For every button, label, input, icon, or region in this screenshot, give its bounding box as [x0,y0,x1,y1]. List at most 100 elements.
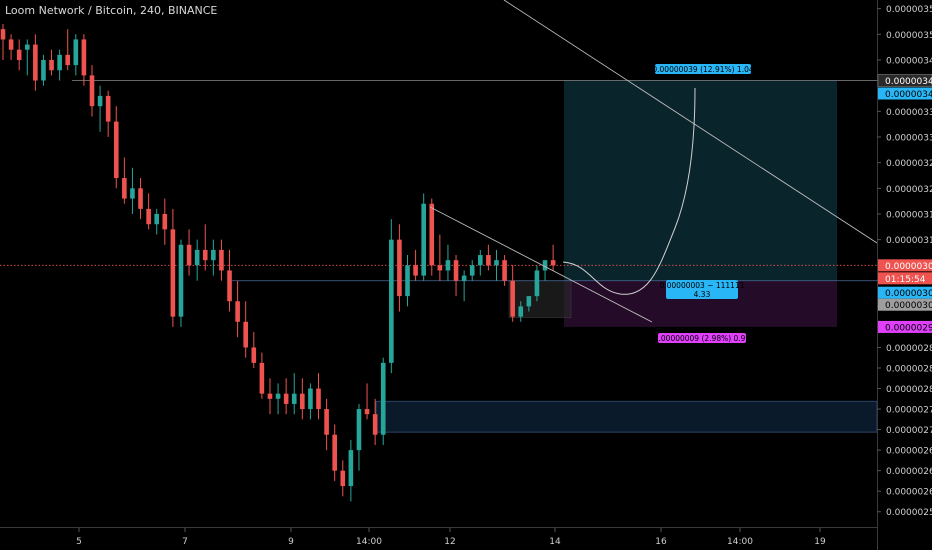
candle-body [259,362,265,394]
entry-info-badge-text: 0.00000003 ~ 111111 [659,281,744,290]
x-tick-label: 9 [288,537,294,547]
candle-body [372,414,378,435]
entry-price-tag-2-text: 0.00000302 [885,301,932,311]
candle-body [227,270,232,302]
candle-body [186,244,192,266]
candle-body [154,213,160,225]
candle-body [542,260,548,271]
target-info-badge-text: 0.00000039 (12.91%) 1.04 [652,65,753,74]
target-info-badge-bg [655,64,751,74]
projection-path [562,87,696,295]
x-tick-label: 14 [549,537,561,547]
countdown-tag-text: 01:15:54 [885,275,926,285]
y-tick-label: 0.00000345 [886,56,932,66]
candle-body [146,208,151,225]
candle-body [291,393,297,404]
candle-body [453,260,459,281]
candle-body [429,203,435,266]
x-tick-label: 5 [76,537,82,547]
y-tick-label: 0.00000285 [886,364,932,374]
candle-body [534,270,540,297]
y-tick-label: 0.00000355 [886,5,932,15]
candle-body [502,260,507,281]
stop-info-badge-text: 0.00000009 (2.98%) 0.99 [654,334,751,343]
candle-body [405,265,410,297]
y-tick-label: 0.00000273 [886,426,932,436]
candle-body [316,388,321,410]
entry-price-tag-bg [878,286,932,299]
last-price-tag-text: 0.00000305 [885,262,932,272]
candle-body [526,296,532,307]
candle-body [332,434,337,471]
y-tick-label: 0.00000269 [886,447,932,457]
x-tick-label: 19 [814,537,826,547]
countdown-tag: 01:15:54 [878,272,932,285]
candle-body [356,409,362,451]
candle-body [122,178,127,199]
target-price-tag: 0.00000341 [877,74,932,87]
candle-body [251,347,257,363]
symbol-title: Loom Network / Bitcoin, 240, BINANCE [5,4,218,17]
entry-info-badge-bg [666,280,738,299]
candle-body [380,362,386,435]
candle-body [57,54,62,71]
candle-body [202,249,208,261]
candle-body [170,229,176,317]
x-tick-label: 16 [655,537,667,547]
candle-body [300,393,305,410]
stop-info-badge: 0.00000009 (2.98%) 0.99 [654,333,751,343]
candle-body [364,409,370,415]
candle-body [413,265,418,276]
y-tick-label: 0.00000281 [886,385,932,395]
target-zone [564,80,837,281]
trendline-descending [503,0,878,244]
candle-body [494,260,499,266]
y-tick-label: 0.00000277 [886,406,932,416]
candle-body [113,121,119,179]
candle-body [41,59,46,81]
entry-info-badge-text: 4.33 [694,290,711,299]
target-price-tag-bg [877,74,932,87]
y-tick-label: 0.00000257 [886,508,932,518]
candle-body [275,393,281,399]
candle-body [162,213,168,230]
candle-body [486,255,491,266]
stop-price-tag-bg [878,320,932,333]
candle-body [33,44,38,81]
target-price-tag-2-text: 0.00000341 [885,90,932,100]
x-tick-label: 12 [444,537,455,547]
candle-body [550,260,556,266]
candle-body [421,203,426,276]
candle-body [49,59,54,71]
candle-body [211,249,216,261]
y-tick-label: 0.00000325 [886,159,932,169]
candle-body [243,321,248,348]
last-price-tag-bg [878,259,932,272]
target-price-tag-text: 0.00000341 [885,77,932,87]
y-tick-label: 0.00000265 [886,467,932,477]
candle-body [283,393,289,404]
entry-price-tag-text: 0.00000302 [885,289,932,299]
y-tick-label: 0.00000335 [886,108,932,118]
candle-body [267,393,273,399]
entry-price-tag-2-bg [878,298,932,311]
candle-body [81,39,87,76]
consolidation-box [508,280,572,318]
candle-body [235,301,240,322]
candle-body [130,188,135,199]
stop-price-tag-text: 0.00000293 [885,323,932,333]
entry-price-tag-2: 0.00000302 [878,298,932,311]
candle-body [389,239,394,363]
candle-body [0,29,6,40]
candle-body [73,39,79,66]
candle-body [478,255,483,266]
last-price-tag: 0.00000305 [878,259,932,272]
target-price-tag-2-bg [878,87,932,100]
trendline-resistance [429,206,653,323]
candle-body [8,39,14,50]
candle-body [461,275,467,281]
